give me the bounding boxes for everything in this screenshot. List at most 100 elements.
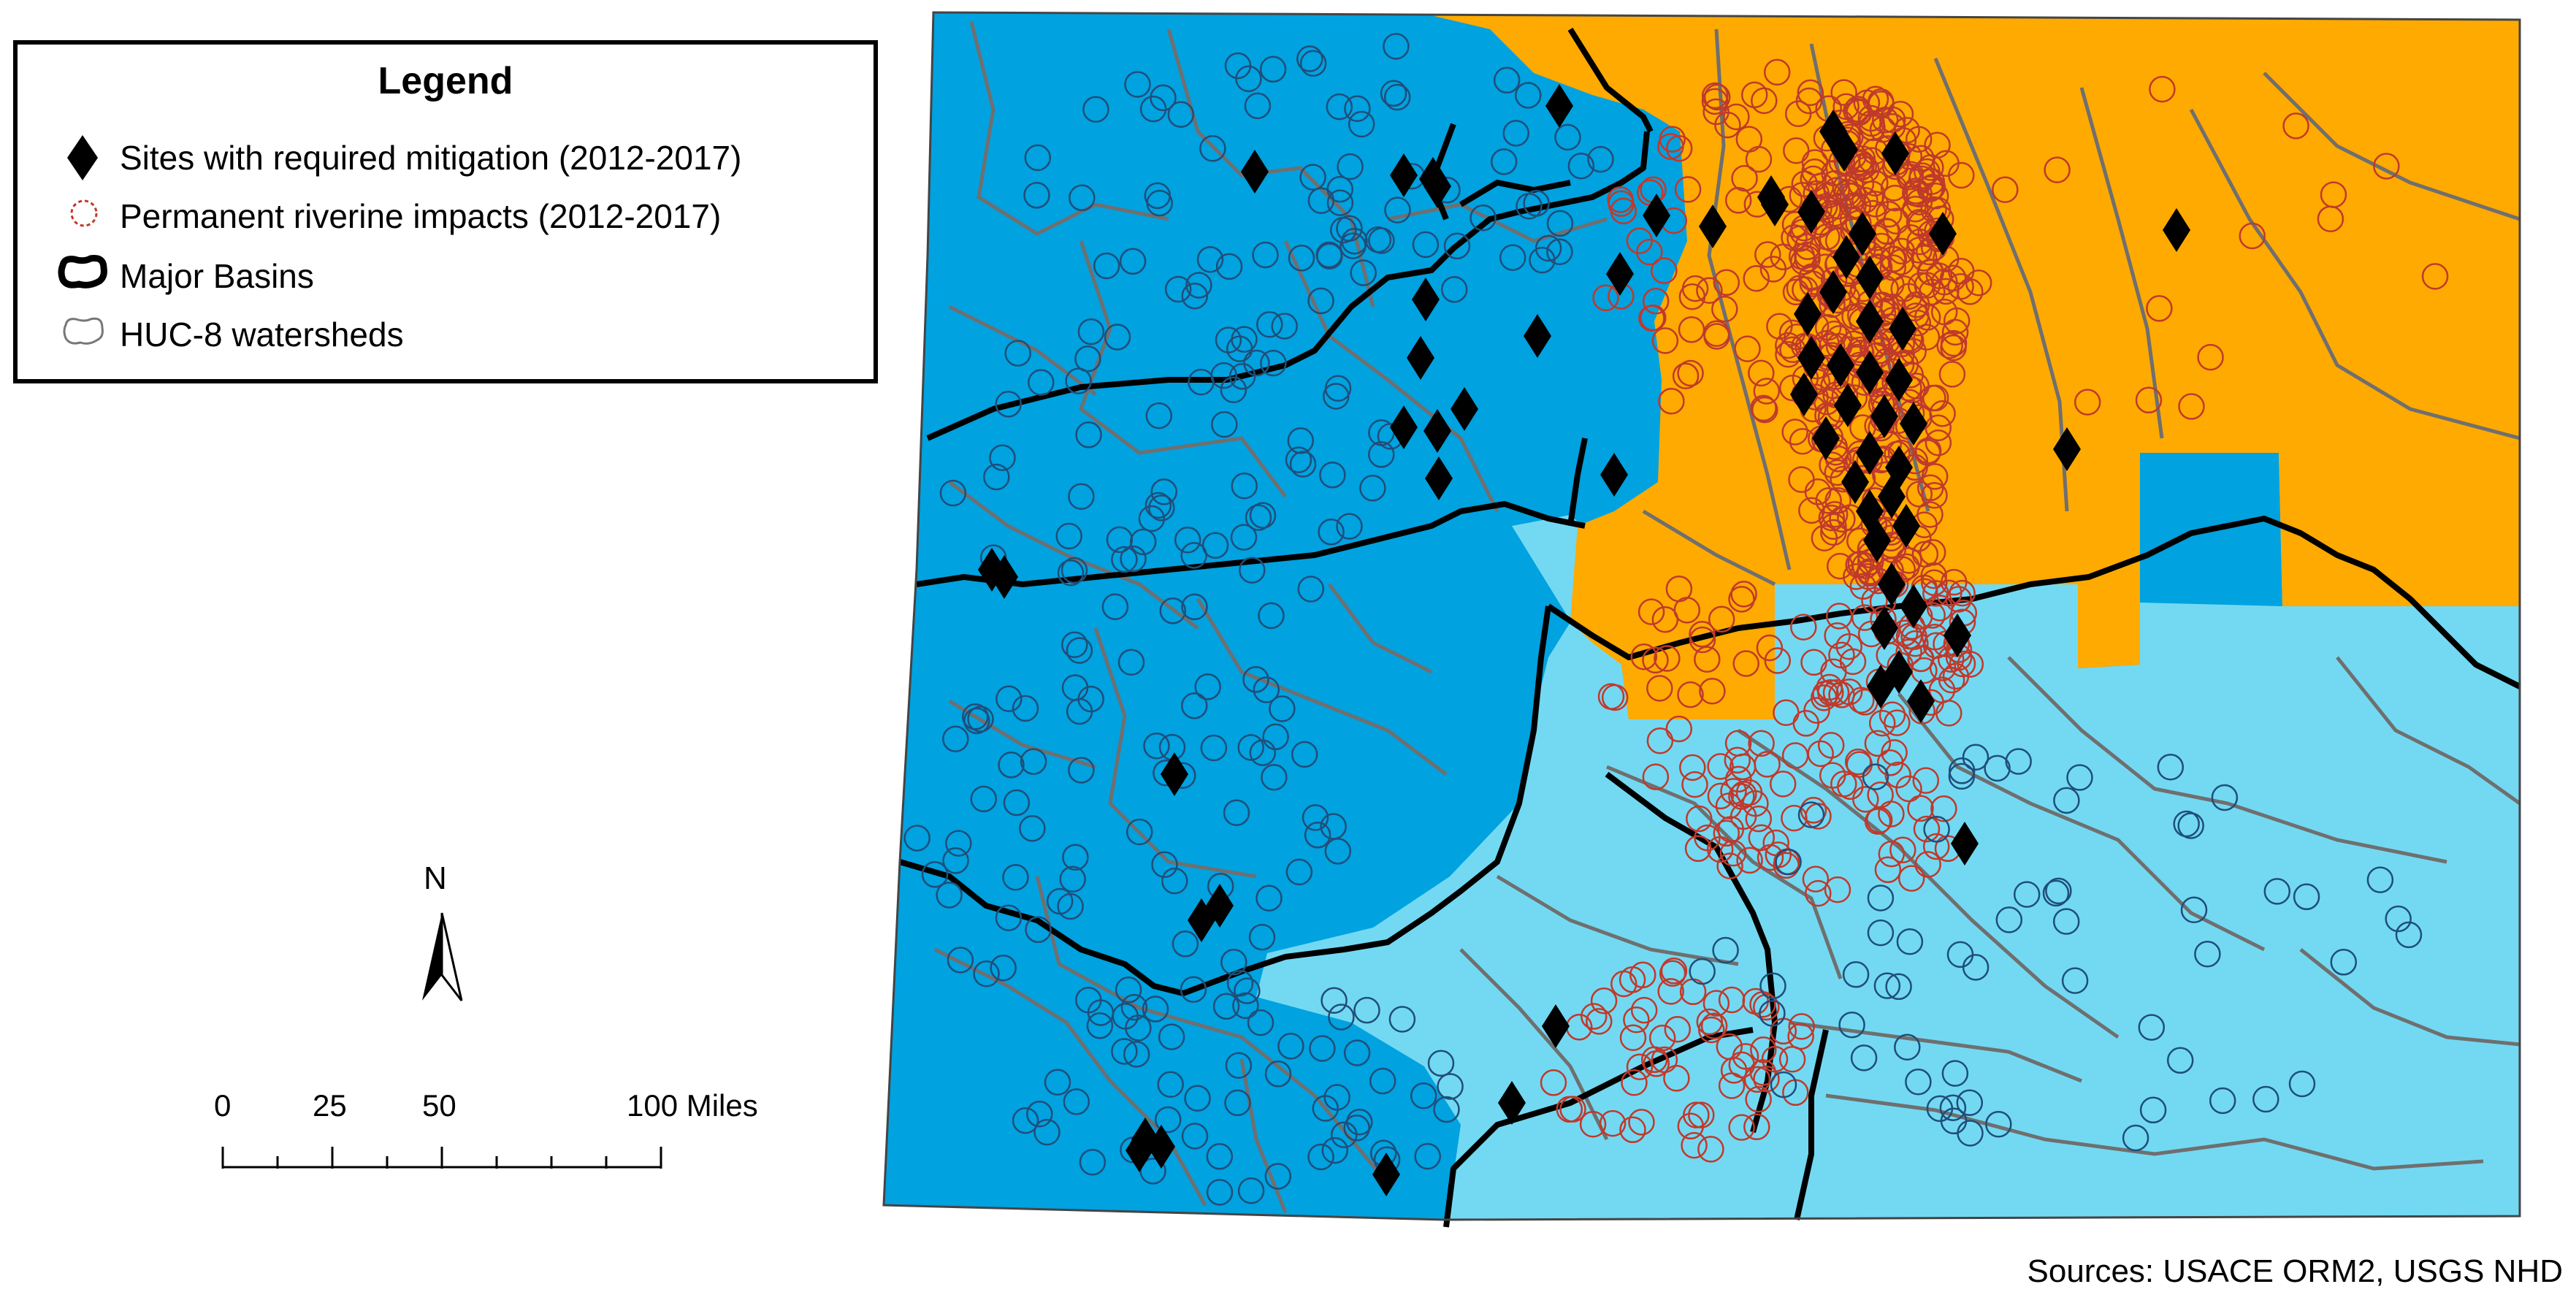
impact-circle [1124, 71, 1151, 98]
impact-circle [1143, 732, 1170, 760]
impact-circle [1515, 82, 1542, 109]
impact-circle [1689, 958, 1716, 985]
impact-circle [1592, 284, 1619, 312]
impact-circle [1832, 93, 1860, 121]
mitigation-site-marker [1889, 307, 1916, 351]
impact-circle [1062, 844, 1089, 871]
impact-circle [1194, 673, 1221, 700]
impact-circle [1646, 727, 1674, 754]
impact-circle [1261, 763, 1288, 791]
mitigation-site-marker [1870, 394, 1898, 438]
legend-item-mitigation: Sites with required mitigation (2012-201… [120, 139, 742, 177]
impact-circle [1144, 182, 1172, 210]
impact-circle [1224, 1089, 1251, 1117]
impact-circle [1599, 1109, 1627, 1137]
impact-circle [1068, 483, 1095, 510]
impact-circle [1120, 545, 1147, 573]
impact-circle [1660, 958, 1688, 985]
impact-circle [1700, 1012, 1728, 1039]
impact-circle [2157, 753, 2185, 781]
impact-circle [1299, 50, 1327, 77]
impact-circle [1348, 110, 1375, 138]
mitigation-site-marker [1147, 1125, 1175, 1169]
impact-circle [1677, 1112, 1705, 1140]
impact-circle [1873, 972, 1901, 999]
impact-circle [1353, 996, 1380, 1024]
impact-circle [1929, 400, 1956, 427]
impact-circle [2044, 156, 2071, 183]
impact-circle [1230, 524, 1258, 551]
impact-circle [1061, 674, 1089, 701]
impact-circle [2373, 153, 2400, 180]
impact-circle [1782, 278, 1810, 306]
impact-circle [1781, 804, 1808, 832]
impact-circle [1878, 840, 1906, 868]
impact-circle [1309, 1035, 1336, 1062]
impact-circle [1619, 1116, 1646, 1144]
impact-circle [2252, 1085, 2279, 1113]
impact-circle [1321, 987, 1348, 1014]
impact-circle [1711, 295, 1738, 323]
impact-circle [1623, 1006, 1650, 1033]
impact-circle [1723, 103, 1750, 131]
impact-circle [1200, 734, 1228, 762]
impact-circle [1930, 298, 1958, 326]
impact-circle [1066, 637, 1093, 664]
impact-circle [1232, 992, 1259, 1020]
impact-circle [1769, 771, 1797, 798]
mitigation-site-marker [1951, 822, 1979, 866]
impact-circle [1939, 1094, 1967, 1121]
impact-circle [1678, 316, 1705, 343]
impact-circle [1002, 863, 1029, 891]
legend-item-major-basins: Major Basins [120, 257, 314, 295]
mitigation-site-marker [1830, 128, 1858, 172]
impact-circle [1044, 1069, 1071, 1096]
mitigation-site-marker [1407, 336, 1434, 380]
impact-circle [1344, 95, 1371, 122]
mitigation-site-marker [1892, 504, 1920, 548]
impact-circle [1249, 502, 1277, 529]
impact-circle [1145, 402, 1173, 429]
impact-circle [1821, 501, 1849, 528]
impact-circle [1161, 867, 1188, 895]
major-basin-outline-icon [58, 255, 107, 289]
impact-circle [1766, 313, 1793, 340]
impact-circle [1850, 1044, 1878, 1071]
impact-circle [1834, 179, 1861, 206]
impact-circle [1923, 816, 1950, 843]
impact-circle [1745, 1085, 1772, 1113]
impact-circle [1150, 84, 1177, 112]
impact-circle [1139, 1158, 1166, 1185]
impact-circle [1928, 676, 1956, 703]
impact-circle [1753, 993, 1780, 1021]
impact-circle [1938, 361, 1966, 388]
impact-circle [1115, 977, 1142, 1004]
impact-circle [1336, 513, 1363, 540]
impact-circle [1701, 82, 1729, 110]
impact-circle [1534, 234, 1562, 262]
impact-circle [1725, 765, 1752, 793]
impact-circle [1225, 1052, 1253, 1079]
scale-label-100-miles: 100 Miles [627, 1088, 758, 1123]
mitigation-site-marker [1790, 372, 1818, 416]
impact-circle [1862, 763, 1889, 790]
impact-circle [1626, 227, 1654, 254]
mitigation-site-marker [2053, 427, 2081, 471]
impact-circle [2061, 967, 2089, 994]
impact-circle [1287, 427, 1315, 454]
impact-circle [1925, 414, 1952, 442]
mitigation-site-marker [1390, 405, 1418, 449]
mitigation-site-marker [1849, 212, 1876, 256]
impact-circle [1962, 744, 1990, 771]
mitigation-site-marker [1856, 256, 1884, 299]
impact-circle [1384, 196, 1411, 223]
mitigation-site-marker [1929, 212, 1957, 256]
impact-circle [2317, 205, 2344, 232]
mitigation-site-marker [1885, 358, 1913, 402]
impact-circle [1703, 323, 1730, 350]
impact-circle [1247, 1009, 1274, 1036]
impact-circle [1111, 546, 1138, 573]
scale-label-0: 0 [214, 1088, 232, 1123]
impact-circle [1643, 1050, 1670, 1077]
